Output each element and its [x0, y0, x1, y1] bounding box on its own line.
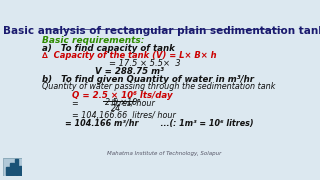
Text: Quantity of water passing through the sedimentation tank: Quantity of water passing through the se…	[43, 82, 276, 91]
Text: Mahatma Institute of Technology, Solapur: Mahatma Institute of Technology, Solapur	[107, 151, 221, 156]
Bar	[19, 166, 22, 175]
Bar	[15, 159, 18, 175]
Bar	[11, 163, 14, 175]
Text: 2.5 ×10⁶: 2.5 ×10⁶	[105, 98, 140, 107]
Text: b)   To find given Quantity of water in m³/hr: b) To find given Quantity of water in m³…	[43, 75, 254, 84]
Text: Q = 2.5 × 10⁶ lts/day: Q = 2.5 × 10⁶ lts/day	[72, 91, 173, 100]
Text: =             litres/ hour: = litres/ hour	[72, 98, 155, 107]
FancyBboxPatch shape	[3, 158, 22, 176]
Text: Basic analysis of rectangular plain sedimentation tank: Basic analysis of rectangular plain sedi…	[3, 26, 320, 37]
Text: V = 288.75 m³: V = 288.75 m³	[95, 67, 164, 76]
Text: ∆  Capacity of the tank (V) = L× B× h: ∆ Capacity of the tank (V) = L× B× h	[43, 51, 217, 60]
Text: Basic requirements:: Basic requirements:	[43, 36, 145, 45]
Text: = 104,166.66  litres/ hour: = 104,166.66 litres/ hour	[72, 111, 176, 120]
Text: = 104.166 m³/hr        ...(: 1m³ = 10⁶ litres): = 104.166 m³/hr ...(: 1m³ = 10⁶ litres)	[65, 119, 253, 128]
Text: 24: 24	[111, 104, 121, 113]
Text: = 17.5 × 5.5×  3: = 17.5 × 5.5× 3	[109, 59, 181, 68]
Bar	[6, 167, 10, 175]
Text: a)   To find capacity of tank: a) To find capacity of tank	[43, 44, 175, 53]
